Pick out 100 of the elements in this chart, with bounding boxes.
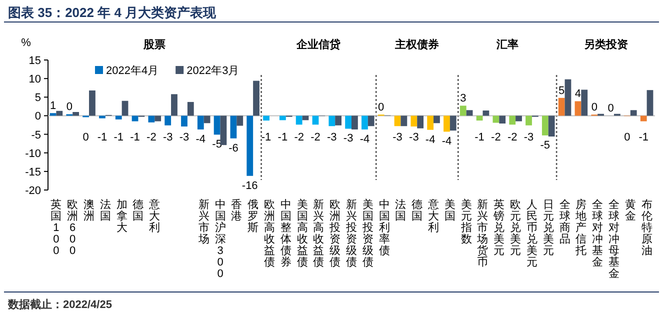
data-label: 0 bbox=[591, 102, 598, 114]
data-label: 0 bbox=[624, 132, 630, 144]
data-label: -4 bbox=[196, 133, 206, 146]
bar bbox=[246, 116, 254, 176]
text: 另类投资 bbox=[584, 38, 628, 51]
x-tick-label: 香港 bbox=[231, 198, 242, 222]
bar bbox=[509, 116, 516, 125]
bar bbox=[574, 101, 582, 116]
x-tick-label: 人民币兑美元 bbox=[526, 199, 538, 268]
x-tick-label: 中国沪深300 bbox=[214, 198, 226, 280]
bar bbox=[444, 116, 450, 132]
bar bbox=[296, 116, 302, 125]
bar bbox=[154, 116, 162, 122]
x-tick-label: 全球对冲基金 bbox=[592, 199, 604, 268]
text: 企业信贷 bbox=[296, 38, 341, 51]
data-label: -2 bbox=[507, 132, 518, 144]
y-tick-label: -15 bbox=[25, 166, 41, 178]
x-tick-label: 全球对冲母基金 bbox=[608, 199, 620, 280]
x-tick-label: 美元指数 bbox=[460, 198, 472, 246]
x-tick-label: 欧元兑美元 bbox=[510, 199, 522, 257]
bar bbox=[263, 116, 270, 121]
bar bbox=[450, 116, 456, 131]
x-tick-label: 中国整体债券 bbox=[280, 198, 292, 268]
bar bbox=[630, 110, 637, 116]
data-label: -3 bbox=[343, 132, 354, 145]
bar bbox=[466, 110, 473, 116]
data-label: -2 bbox=[310, 132, 320, 144]
data-label: 0 bbox=[66, 101, 72, 114]
data-label: -3 bbox=[392, 132, 402, 144]
y-tick-label: 10 bbox=[28, 74, 41, 86]
data-label: -3 bbox=[162, 132, 173, 144]
data-label: 0 bbox=[82, 132, 89, 144]
x-tick-label: 加拿大 bbox=[116, 198, 128, 234]
bar bbox=[499, 116, 506, 124]
data-label: -1 bbox=[474, 132, 484, 144]
x-tick-label: 法国 bbox=[100, 198, 111, 222]
text: 数据截止：2022/4/25 bbox=[7, 298, 112, 311]
bar bbox=[352, 116, 358, 130]
title: 图表 35：2022 年 4 月大类资产表现 bbox=[8, 5, 216, 20]
bar bbox=[362, 116, 368, 130]
y-tick-label: 0 bbox=[34, 110, 41, 123]
bar bbox=[122, 100, 128, 116]
x-tick-label: 德国 bbox=[412, 199, 423, 222]
text: 主权债券 bbox=[394, 38, 440, 51]
bar bbox=[476, 116, 483, 121]
bar bbox=[482, 110, 490, 116]
data-label: -16 bbox=[242, 180, 258, 192]
bar bbox=[335, 116, 342, 126]
bar bbox=[345, 116, 352, 129]
bar bbox=[148, 116, 155, 122]
bar bbox=[72, 112, 80, 116]
bar bbox=[56, 110, 63, 116]
x-tick-label: 英镑兑美元 bbox=[492, 198, 505, 257]
x-tick-label: 日元兑美元 bbox=[542, 199, 554, 257]
bar bbox=[220, 116, 227, 146]
bar bbox=[132, 116, 138, 122]
y-tick-label: 15 bbox=[28, 55, 41, 67]
y-tick-label: -10 bbox=[25, 148, 41, 160]
bar bbox=[115, 116, 122, 120]
data-label: -1 bbox=[261, 132, 272, 144]
bar bbox=[410, 116, 418, 126]
data-label: -2 bbox=[294, 132, 304, 144]
legend-label: 2022年4月 bbox=[106, 65, 159, 77]
ylabel: % bbox=[21, 37, 31, 49]
x-tick-label: 新兴高收益债 bbox=[313, 198, 324, 268]
x-tick-label: 英国100 bbox=[50, 198, 62, 257]
data-label: -1 bbox=[97, 132, 108, 144]
bar bbox=[236, 116, 244, 126]
data-label: -6 bbox=[228, 142, 238, 154]
data-label: -2 bbox=[491, 132, 501, 144]
bar bbox=[99, 116, 106, 118]
bar bbox=[89, 90, 96, 116]
data-label: 3 bbox=[460, 92, 466, 105]
bar bbox=[427, 116, 434, 130]
x-tick-label: 美国高收益债 bbox=[296, 198, 308, 268]
bar bbox=[400, 116, 408, 126]
bar bbox=[516, 116, 522, 122]
bar bbox=[460, 106, 466, 116]
x-tick-label: 俄罗斯 bbox=[248, 199, 259, 234]
x-tick-label: 布伦特原油 bbox=[641, 199, 652, 257]
bar bbox=[558, 98, 565, 116]
bar bbox=[50, 113, 56, 116]
bar bbox=[492, 116, 500, 123]
x-tick-label: 黄金 bbox=[624, 198, 636, 222]
x-tick-label: 意大利 bbox=[148, 198, 160, 234]
bar bbox=[279, 116, 286, 120]
data-label: -2 bbox=[146, 132, 156, 144]
text: 股票 bbox=[142, 39, 166, 51]
x-tick-label: 美国 bbox=[444, 198, 456, 222]
data-label: -3 bbox=[327, 132, 337, 144]
x-tick-label: 澳洲 bbox=[84, 199, 95, 222]
data-label: 0 bbox=[608, 102, 614, 115]
x-tick-label: 德国 bbox=[132, 199, 144, 222]
x-tick-label: 新兴市场 bbox=[197, 198, 210, 246]
x-tick-label: 美国投资级债 bbox=[361, 198, 374, 268]
data-label: -4 bbox=[442, 136, 452, 148]
bar bbox=[394, 116, 401, 126]
bar bbox=[548, 116, 555, 137]
x-tick-label: 新兴市场货币 bbox=[476, 198, 488, 268]
bar bbox=[187, 102, 194, 116]
